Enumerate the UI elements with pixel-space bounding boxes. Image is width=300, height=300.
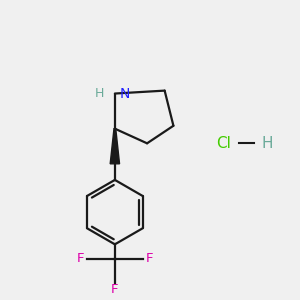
Text: F: F bbox=[77, 253, 84, 266]
Text: Cl: Cl bbox=[216, 136, 231, 151]
Text: H: H bbox=[94, 87, 104, 100]
Polygon shape bbox=[110, 129, 119, 164]
Text: H: H bbox=[261, 136, 273, 151]
Text: N: N bbox=[119, 86, 130, 100]
Text: F: F bbox=[111, 283, 118, 296]
Text: F: F bbox=[146, 253, 153, 266]
